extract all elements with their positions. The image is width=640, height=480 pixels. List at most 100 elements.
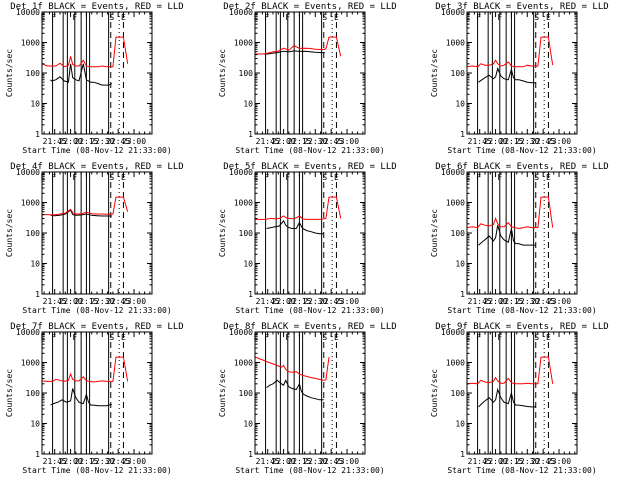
x-tick-label: 22:30 [90, 297, 114, 306]
data-group [467, 356, 554, 408]
y-tick-label: 10 [30, 420, 40, 429]
y-tick-label: 100 [451, 229, 466, 238]
chart-title: Det 7f BLACK = Events, RED = LLD [10, 322, 183, 332]
marker-label-s: S [534, 13, 539, 22]
y-tick-label: 100 [239, 69, 254, 78]
series-line-events [50, 209, 112, 217]
x-tick-label: 21:45 [256, 457, 280, 466]
marker-label-f: F [476, 173, 481, 182]
series-line-events [478, 387, 536, 408]
marker-label-e: E [466, 13, 471, 22]
x-tick-label: 22:00 [59, 457, 83, 466]
x-tick-label: 22:00 [59, 297, 83, 306]
marker-label-f: F [264, 173, 269, 182]
y-axis-label: Counts/sec [430, 209, 439, 257]
marker-label-f: F [72, 333, 77, 342]
chart-title: Det 1f BLACK = Events, RED = LLD [10, 2, 183, 12]
marker-label-s: S [109, 333, 114, 342]
plot-frame [254, 331, 366, 455]
y-tick-label: 10 [30, 260, 40, 269]
marker-label-e: E [334, 333, 339, 342]
x-tick-label: 22:45 [106, 137, 130, 146]
y-axis-label: Counts/sec [218, 369, 227, 417]
x-axis-label: Start Time (08-Nov-12 21:33:00) [447, 306, 596, 315]
marker-label-e: E [466, 333, 471, 342]
data-group [255, 356, 330, 401]
y-tick-label: 100 [26, 69, 41, 78]
x-tick-label: 22:45 [319, 457, 343, 466]
y-tick-label: 1 [460, 290, 465, 299]
series-line-events [478, 225, 536, 246]
data-group [42, 196, 129, 217]
series-line-lld [467, 36, 554, 68]
marker-label-s: S [109, 13, 114, 22]
x-tick-label: 22:00 [484, 137, 508, 146]
x-tick-label: 22:15 [287, 457, 311, 466]
marker-label-e: E [546, 333, 551, 342]
plot-frame [41, 171, 153, 295]
y-tick-label: 1000 [446, 359, 465, 368]
series-line-lld [255, 196, 342, 220]
y-tick-label: 100 [239, 229, 254, 238]
data-group [467, 196, 554, 246]
series-line-lld [42, 356, 129, 383]
y-tick-label: 10 [243, 260, 253, 269]
marker-label-s: S [109, 173, 114, 182]
y-tick-label: 10000 [16, 168, 40, 177]
y-tick-label: 10 [243, 100, 253, 109]
y-tick-label: 1 [35, 290, 40, 299]
x-tick-label: 23:00 [335, 137, 359, 146]
x-tick-label: 22:30 [515, 297, 539, 306]
y-tick-label: 100 [26, 389, 41, 398]
y-axis-label: Counts/sec [430, 369, 439, 417]
x-tick-label: 21:45 [43, 457, 67, 466]
marker-label-e: E [121, 333, 126, 342]
y-axis-label: Counts/sec [430, 49, 439, 97]
x-tick-label: 21:45 [43, 297, 67, 306]
y-axis-label: Counts/sec [5, 209, 14, 257]
marker-label-s: S [322, 333, 327, 342]
x-tick-label: 23:00 [547, 297, 571, 306]
marker-label-f: F [51, 173, 56, 182]
series-line-lld [467, 196, 554, 230]
marker-label-s: S [322, 173, 327, 182]
marker-label-f: F [285, 333, 290, 342]
chart-title: Det 8f BLACK = Events, RED = LLD [223, 322, 396, 332]
marker-label-f: F [264, 333, 269, 342]
marker-label-e: E [121, 173, 126, 182]
series-line-events [263, 50, 325, 55]
y-axis-label: Counts/sec [218, 209, 227, 257]
x-axis-label: Start Time (08-Nov-12 21:33:00) [447, 146, 596, 155]
x-tick-label: 22:00 [59, 137, 83, 146]
chart-title: Det 9f BLACK = Events, RED = LLD [435, 322, 608, 332]
marker-label-e: E [254, 13, 259, 22]
y-tick-label: 100 [451, 69, 466, 78]
marker-label-f: F [264, 13, 269, 22]
y-tick-label: 100 [239, 389, 254, 398]
marker-label-e: E [334, 13, 339, 22]
y-tick-label: 1 [460, 450, 465, 459]
x-tick-label: 22:30 [303, 297, 327, 306]
y-tick-label: 1000 [234, 199, 253, 208]
data-group [42, 356, 129, 407]
y-tick-label: 1000 [234, 39, 253, 48]
x-tick-label: 22:15 [74, 457, 98, 466]
series-line-lld [42, 36, 129, 68]
marker-label-f: F [285, 13, 290, 22]
series-line-lld [467, 356, 554, 385]
plot-frame [466, 171, 578, 295]
marker-label-f: F [476, 13, 481, 22]
x-tick-label: 22:15 [287, 137, 311, 146]
marker-label-e: E [466, 173, 471, 182]
y-tick-label: 1000 [446, 199, 465, 208]
marker-label-f: F [476, 333, 481, 342]
chart-title: Det 2f BLACK = Events, RED = LLD [223, 2, 396, 12]
x-tick-label: 22:15 [499, 297, 523, 306]
marker-label-e: E [121, 13, 126, 22]
x-tick-label: 22:30 [515, 137, 539, 146]
x-tick-label: 21:45 [256, 297, 280, 306]
y-tick-label: 10000 [441, 328, 465, 337]
x-tick-label: 22:30 [90, 137, 114, 146]
